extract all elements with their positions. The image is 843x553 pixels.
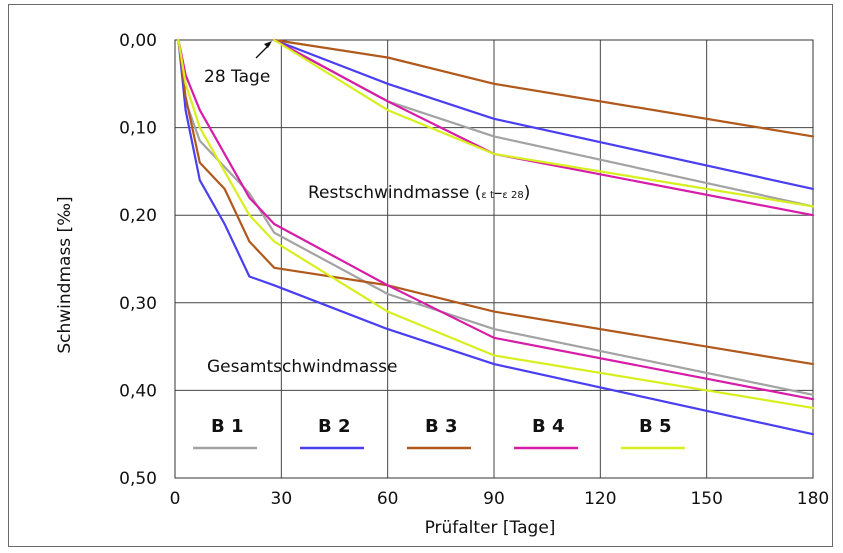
series-layer	[177, 38, 815, 436]
rest-shrinkage-label: Restschwindmasse (ε t–ε 28)	[308, 183, 530, 203]
y-axis-label: Schwindmass [‰]	[55, 196, 75, 353]
rest-label-dash: –	[494, 183, 503, 203]
rest-label-close: )	[524, 183, 531, 203]
legend-label-b3: B 3	[425, 416, 458, 437]
rest-label-eps-t: ε t	[481, 190, 494, 201]
y-tick-label: 0,20	[119, 206, 157, 226]
marker-28-arrowhead	[264, 41, 272, 48]
marker-28-label: 28 Tage	[204, 67, 270, 87]
x-tick-label: 120	[584, 489, 616, 509]
rest-label-main: Restschwindmasse (	[308, 183, 481, 203]
series-b3-rest-line	[273, 38, 815, 138]
series-b5-rest-line	[273, 38, 815, 208]
series-b5-total-line	[177, 38, 815, 409]
x-tick-label: 180	[797, 489, 829, 509]
legend-label-b1: B 1	[211, 416, 244, 437]
legend: B 1 B 2 B 3 B 4 B 5	[193, 416, 685, 450]
series-b4-rest-line	[273, 38, 815, 217]
legend-label-b2: B 2	[318, 416, 351, 437]
series-b3-total-line	[177, 38, 815, 366]
y-tick-label: 0,50	[119, 469, 157, 489]
y-tick-label: 0,00	[119, 31, 157, 51]
series-b2-rest-line	[273, 38, 815, 190]
series-b1-total-line	[177, 38, 815, 396]
tick-labels: 0 30 60 90 120 150 180 0,00 0,10 0,20 0,30 0,40 0,50	[119, 31, 829, 509]
x-tick-label: 90	[483, 489, 505, 509]
legend-label-b4: B 4	[532, 416, 565, 437]
rest-label-eps-28: ε 28	[502, 190, 523, 201]
total-shrinkage-label: Gesamtschwindmasse	[207, 357, 397, 377]
y-tick-label: 0,40	[119, 381, 157, 401]
x-tick-label: 60	[377, 489, 399, 509]
y-tick-label: 0,30	[119, 294, 157, 314]
x-axis-label: Prüfalter [Tage]	[425, 518, 556, 538]
y-tick-label: 0,10	[119, 119, 157, 139]
series-b2-total-line	[177, 38, 815, 436]
series-b4-total-line	[177, 38, 815, 401]
legend-label-b5: B 5	[639, 416, 672, 437]
x-tick-label: 150	[690, 489, 722, 509]
plot-border	[174, 39, 814, 479]
x-tick-label: 0	[170, 489, 181, 509]
x-tick-label: 30	[271, 489, 293, 509]
